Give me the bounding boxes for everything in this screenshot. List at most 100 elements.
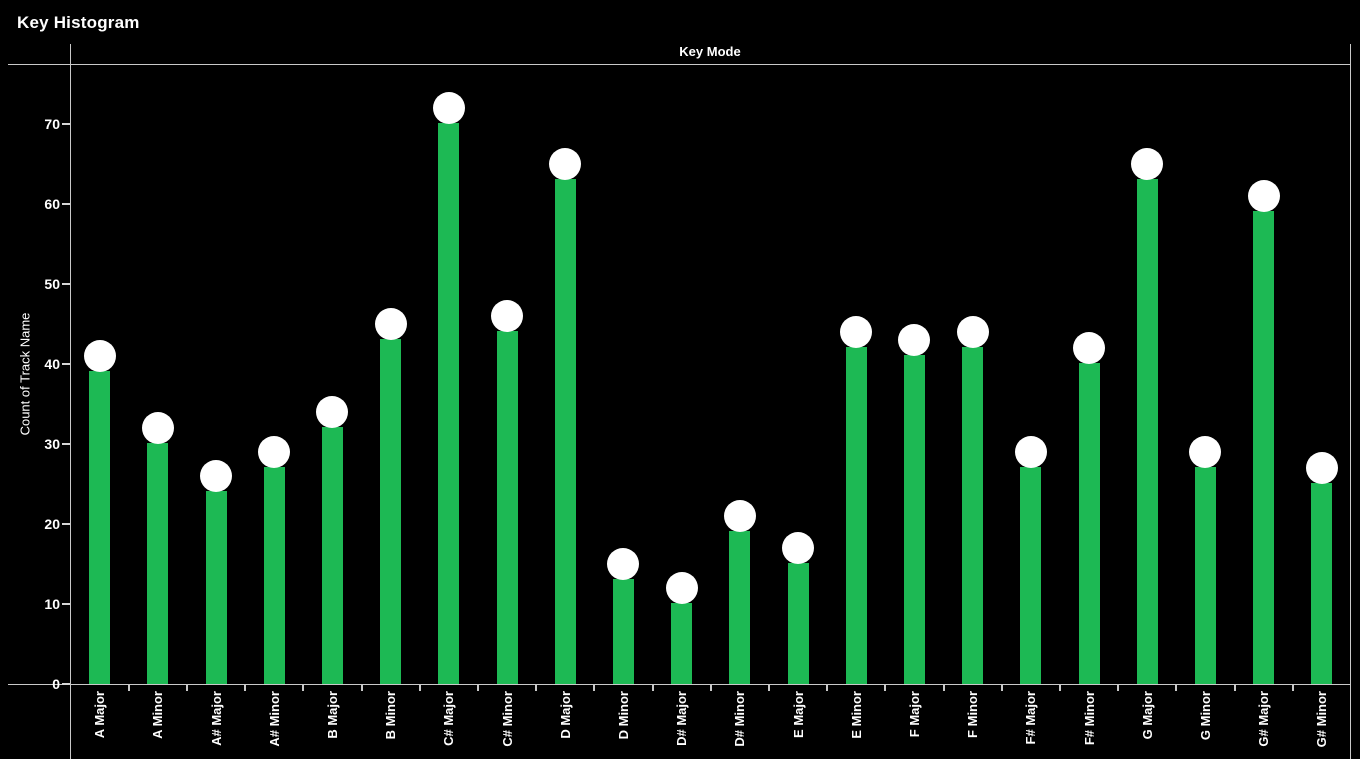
x-tick-mark xyxy=(302,685,305,691)
y-tick-mark xyxy=(62,443,70,445)
x-axis-label-text: G Major xyxy=(1139,691,1155,740)
top-axis-line xyxy=(8,64,1351,65)
x-axis-label-text: G# Major xyxy=(1256,691,1272,747)
bar-e-major[interactable] xyxy=(787,563,809,684)
marker-f-minor[interactable] xyxy=(956,316,989,348)
marker-b-major[interactable] xyxy=(316,396,349,428)
marker-a-minor[interactable] xyxy=(141,412,174,444)
bar-c-major[interactable] xyxy=(438,123,460,684)
y-tick-label: 10 xyxy=(44,596,60,612)
marker-d-major[interactable] xyxy=(549,148,582,180)
x-axis-top-title: Key Mode xyxy=(679,44,741,59)
x-axis-label-text: B Major xyxy=(324,691,340,739)
bar-g-major[interactable] xyxy=(1253,211,1275,684)
bar-a-minor[interactable] xyxy=(263,467,285,684)
x-axis-label-a-major: A# Major xyxy=(209,690,264,746)
bar-d-major[interactable] xyxy=(554,179,576,684)
marker-g-major[interactable] xyxy=(1131,148,1164,180)
marker-g-minor[interactable] xyxy=(1189,436,1222,468)
bar-d-minor[interactable] xyxy=(612,579,634,684)
x-tick-mark xyxy=(127,685,130,691)
y-tick-label: 50 xyxy=(44,276,60,292)
panel-title: Key Histogram xyxy=(17,13,140,32)
marker-a-major[interactable] xyxy=(83,340,116,372)
x-tick-mark xyxy=(593,685,596,691)
marker-c-minor[interactable] xyxy=(491,300,524,332)
marker-g-major[interactable] xyxy=(1247,180,1280,212)
bar-b-major[interactable] xyxy=(321,427,343,684)
bar-a-minor[interactable] xyxy=(147,443,169,684)
marker-b-minor[interactable] xyxy=(374,308,407,340)
bar-e-minor[interactable] xyxy=(845,347,867,684)
marker-d-minor[interactable] xyxy=(607,548,640,580)
x-axis-label-text: F# Minor xyxy=(1081,691,1097,746)
marker-d-major[interactable] xyxy=(665,572,698,604)
y-tick-label: 30 xyxy=(44,436,60,452)
marker-f-minor[interactable] xyxy=(1073,332,1106,364)
bar-b-minor[interactable] xyxy=(380,339,402,684)
bar-f-major[interactable] xyxy=(1020,467,1042,684)
y-axis-title: Count of Track Name xyxy=(17,312,33,436)
y-tick-mark xyxy=(62,683,70,685)
bar-f-minor[interactable] xyxy=(1078,363,1100,684)
x-axis-label-text: E Minor xyxy=(848,691,864,739)
y-tick-label: 0 xyxy=(52,676,60,692)
x-tick-mark xyxy=(1175,685,1178,691)
marker-c-major[interactable] xyxy=(432,92,465,124)
bar-g-major[interactable] xyxy=(1136,179,1158,684)
x-axis-label-f-major: F# Major xyxy=(1023,690,1076,744)
x-tick-mark xyxy=(1000,685,1003,691)
x-axis-label-b-major: B Major xyxy=(325,690,373,739)
marker-f-major[interactable] xyxy=(1014,436,1047,468)
bar-d-major[interactable] xyxy=(671,603,693,684)
x-axis-label-text: D# Major xyxy=(674,691,690,746)
x-tick-mark xyxy=(476,685,479,691)
x-axis-label-text: G# Minor xyxy=(1314,691,1330,748)
marker-a-major[interactable] xyxy=(200,460,232,492)
marker-a-minor[interactable] xyxy=(258,436,291,468)
x-axis-line xyxy=(8,684,1351,685)
x-axis-label-g-minor: G Minor xyxy=(1198,690,1247,740)
marker-e-minor[interactable] xyxy=(840,316,873,348)
y-tick-mark xyxy=(62,203,70,205)
x-axis-label-text: C# Major xyxy=(441,691,457,746)
x-tick-mark xyxy=(942,685,945,691)
x-axis-label-f-major: F Major xyxy=(907,690,953,737)
x-axis-label-text: E Major xyxy=(790,691,806,738)
y-tick-label: 60 xyxy=(44,196,60,212)
x-tick-mark xyxy=(185,685,188,691)
x-tick-mark xyxy=(1291,685,1294,691)
x-axis-label-text: C# Minor xyxy=(499,691,515,747)
marker-d-minor[interactable] xyxy=(723,500,756,532)
bar-d-minor[interactable] xyxy=(729,531,751,684)
marker-f-major[interactable] xyxy=(898,324,931,356)
x-axis-label-a-minor: A Minor xyxy=(150,690,198,739)
x-axis-label-text: A# Minor xyxy=(266,691,282,747)
bar-a-major[interactable] xyxy=(89,371,111,684)
marker-e-major[interactable] xyxy=(782,532,815,564)
x-axis-label-d-major: D# Major xyxy=(674,690,729,746)
x-axis-label-f-minor: F# Minor xyxy=(1082,690,1136,745)
x-axis-label-g-major: G# Major xyxy=(1256,690,1312,747)
x-axis-label-text: B Minor xyxy=(383,691,399,740)
x-axis-label-text: F Minor xyxy=(965,691,981,738)
marker-g-minor[interactable] xyxy=(1305,452,1338,484)
x-tick-mark xyxy=(651,685,654,691)
bar-f-minor[interactable] xyxy=(962,347,984,684)
x-tick-mark xyxy=(1058,685,1061,691)
y-axis-line-right xyxy=(1350,44,1351,759)
y-tick-label: 70 xyxy=(44,116,60,132)
x-axis-label-text: A Major xyxy=(92,691,108,739)
x-tick-mark xyxy=(360,685,363,691)
x-axis-label-g-minor: G# Minor xyxy=(1314,690,1360,747)
x-axis-label-d-major: D Major xyxy=(558,690,606,739)
bar-a-major[interactable] xyxy=(205,491,227,684)
x-axis-label-b-minor: B Minor xyxy=(383,690,431,739)
bar-c-minor[interactable] xyxy=(496,331,518,684)
y-tick-mark xyxy=(62,283,70,285)
bar-g-minor[interactable] xyxy=(1311,483,1333,684)
y-tick-label: 40 xyxy=(44,356,60,372)
bar-g-minor[interactable] xyxy=(1194,467,1216,684)
bar-f-major[interactable] xyxy=(903,355,925,684)
